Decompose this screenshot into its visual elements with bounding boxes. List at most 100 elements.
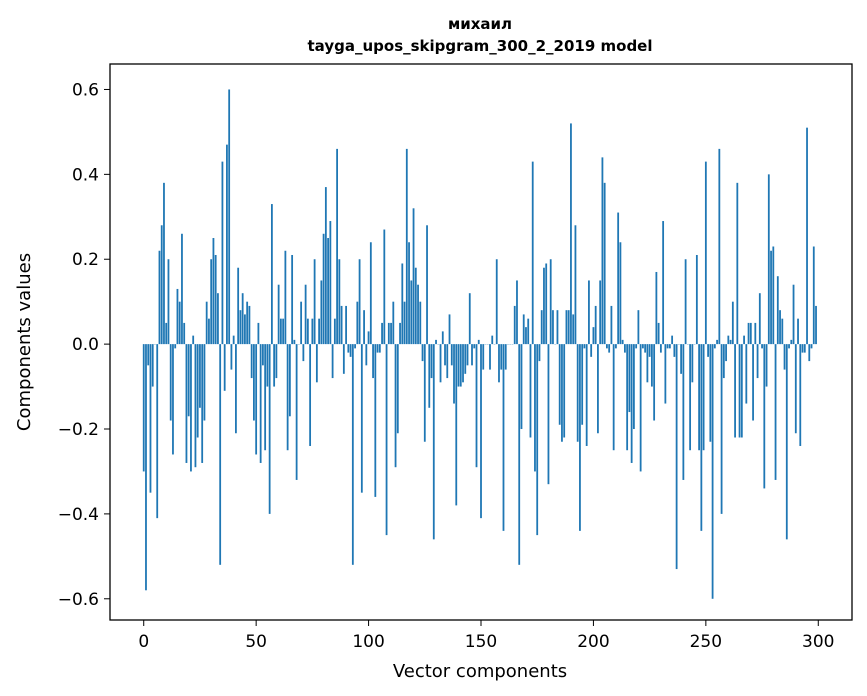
- bar: [812, 246, 815, 345]
- bar: [444, 344, 446, 366]
- bar: [192, 335, 195, 345]
- bar: [217, 293, 219, 345]
- bar: [331, 344, 334, 379]
- bar: [545, 263, 548, 345]
- bar: [417, 284, 419, 345]
- bar: [259, 344, 262, 463]
- bar: [441, 331, 444, 345]
- y-tick-label: −0.2: [58, 420, 99, 440]
- bar: [169, 344, 172, 421]
- bar: [376, 344, 379, 353]
- bar: [516, 280, 518, 345]
- bar: [385, 344, 388, 536]
- bar: [774, 344, 777, 480]
- bar: [230, 344, 233, 370]
- bar: [248, 305, 251, 345]
- bar: [603, 182, 606, 345]
- bar: [374, 344, 377, 497]
- bar: [608, 344, 611, 353]
- bar: [502, 344, 505, 531]
- bar: [226, 144, 228, 345]
- bar: [722, 344, 725, 379]
- chart-title: михаил: [448, 15, 512, 33]
- x-tick-label: 100: [352, 632, 384, 652]
- bar: [779, 310, 781, 345]
- bar: [439, 344, 442, 383]
- bar: [147, 344, 150, 366]
- bar: [214, 254, 217, 345]
- bar: [763, 344, 766, 489]
- bar: [356, 301, 359, 345]
- x-tick-label: 300: [802, 632, 834, 652]
- bar: [142, 344, 145, 472]
- bar: [731, 301, 734, 345]
- x-tick-label: 0: [138, 632, 149, 652]
- bar: [183, 322, 186, 345]
- bar: [799, 344, 802, 446]
- bar: [808, 344, 811, 362]
- bar: [367, 331, 370, 345]
- bar: [270, 204, 273, 345]
- bar: [556, 310, 559, 345]
- bar: [286, 344, 289, 451]
- bar: [237, 267, 240, 345]
- bar: [664, 344, 667, 404]
- bar: [212, 238, 215, 345]
- bar: [471, 344, 473, 366]
- bar: [403, 301, 406, 345]
- bar: [770, 250, 772, 345]
- bar: [727, 335, 730, 345]
- bar: [421, 344, 424, 362]
- bar: [592, 327, 595, 345]
- bar: [309, 344, 312, 446]
- bar: [752, 344, 754, 421]
- bar: [495, 259, 498, 345]
- bar: [320, 280, 323, 345]
- bar: [756, 344, 759, 379]
- bar: [621, 339, 624, 345]
- bar: [475, 344, 478, 468]
- bar: [338, 259, 341, 345]
- bar: [734, 344, 736, 438]
- bar: [698, 344, 701, 451]
- bar: [315, 344, 318, 383]
- bar: [378, 344, 381, 353]
- bar: [513, 305, 516, 345]
- bar: [277, 284, 280, 345]
- bar: [383, 229, 386, 345]
- y-tick-label: 0.2: [72, 250, 99, 270]
- bar: [803, 344, 806, 353]
- bar: [531, 161, 534, 345]
- y-tick-label: 0.0: [72, 335, 99, 355]
- bar: [615, 344, 617, 349]
- bar: [412, 208, 415, 345]
- plot-frame: [109, 63, 853, 621]
- bar: [266, 344, 269, 387]
- bar: [275, 344, 278, 379]
- bar: [480, 344, 482, 519]
- bar: [500, 344, 503, 370]
- bar: [257, 322, 260, 345]
- bar: [223, 344, 226, 391]
- bar: [482, 344, 485, 370]
- bar: [689, 344, 692, 451]
- bar: [459, 344, 462, 387]
- bar: [561, 344, 563, 442]
- bar: [396, 344, 399, 434]
- bar: [336, 148, 338, 345]
- bar: [619, 242, 622, 345]
- bar: [567, 310, 570, 345]
- bar: [657, 322, 660, 345]
- bar: [491, 335, 494, 345]
- bar: [158, 250, 161, 345]
- bar: [194, 344, 197, 468]
- bar: [740, 344, 743, 438]
- bar: [758, 293, 761, 345]
- bar: [646, 344, 649, 383]
- bar: [329, 221, 332, 345]
- bar: [534, 344, 536, 472]
- bar: [219, 344, 222, 565]
- bar: [253, 344, 255, 421]
- bar: [718, 148, 721, 345]
- bar: [174, 344, 177, 349]
